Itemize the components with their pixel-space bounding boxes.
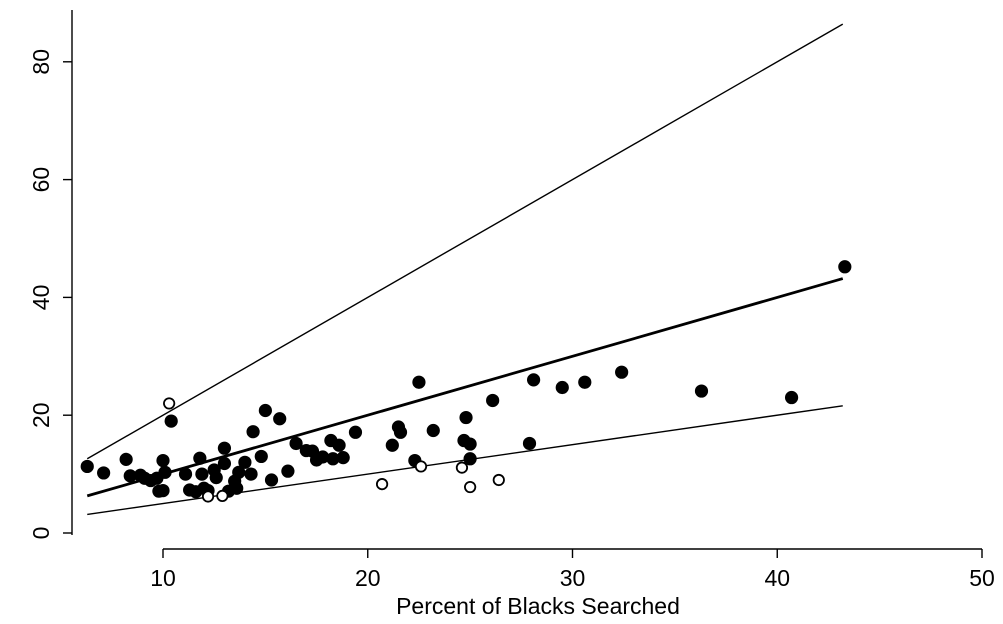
filled-point-30 xyxy=(246,425,260,439)
filled-point-11 xyxy=(158,465,172,479)
filled-point-58 xyxy=(526,373,541,387)
filled-point-35 xyxy=(281,464,295,478)
y-tick-label-80: 80 xyxy=(28,49,54,75)
filled-point-33 xyxy=(264,473,279,487)
filled-point-10 xyxy=(156,453,170,468)
hollow-point-1 xyxy=(201,490,215,503)
filled-point-9 xyxy=(156,483,170,498)
y-tick-label-60: 60 xyxy=(28,167,54,193)
filled-point-32 xyxy=(258,403,272,418)
filled-point-50 xyxy=(412,375,426,389)
filled-point-51 xyxy=(426,423,440,438)
x-tick-label-20: 20 xyxy=(355,565,381,591)
filled-point-26 xyxy=(232,465,246,479)
y-tick-label-20: 20 xyxy=(28,402,54,428)
hollow-point-3 xyxy=(375,478,389,491)
filled-point-27 xyxy=(230,481,244,495)
filled-point-23 xyxy=(217,441,232,455)
filled-point-31 xyxy=(254,449,268,464)
filled-point-62 xyxy=(694,384,709,398)
y-axis: 0 20 40 60 80 xyxy=(28,10,73,539)
filled-point-60 xyxy=(578,375,592,389)
filled-point-16 xyxy=(193,451,207,465)
filled-point-40 xyxy=(316,450,330,464)
filled-point-1 xyxy=(97,466,111,480)
filled-point-54 xyxy=(463,437,477,451)
y-axis-ticks: 0 20 40 60 80 xyxy=(28,49,72,539)
filled-point-13 xyxy=(178,467,193,481)
x-tick-label-30: 30 xyxy=(560,565,586,591)
filled-point-44 xyxy=(336,451,350,465)
filled-point-22 xyxy=(217,456,232,471)
y-tick-label-0: 0 xyxy=(28,527,54,540)
data-points xyxy=(80,260,852,503)
filled-point-21 xyxy=(209,471,223,485)
hollow-point-4 xyxy=(414,460,428,473)
filled-point-3 xyxy=(123,469,137,483)
filled-point-28 xyxy=(238,455,252,469)
filled-point-48 xyxy=(393,425,408,439)
x-tick-label-40: 40 xyxy=(764,565,790,591)
x-tick-label-10: 10 xyxy=(150,565,176,591)
filled-point-34 xyxy=(273,412,287,426)
filled-point-42 xyxy=(326,452,340,466)
filled-point-29 xyxy=(244,467,258,481)
x-axis-title: Percent of Blacks Searched xyxy=(396,593,680,619)
filled-point-12 xyxy=(164,414,178,428)
filled-point-56 xyxy=(486,393,500,408)
filled-point-61 xyxy=(615,365,629,379)
filled-point-63 xyxy=(784,390,799,405)
hollow-point-2 xyxy=(216,489,229,502)
filled-point-64 xyxy=(838,260,852,274)
y-tick-label-40: 40 xyxy=(28,285,54,311)
filled-point-59 xyxy=(555,380,569,395)
hollow-point-5 xyxy=(455,461,469,474)
filled-point-36 xyxy=(289,436,303,451)
reference-line-1 xyxy=(86,23,844,460)
filled-point-0 xyxy=(80,459,94,474)
hollow-point-6 xyxy=(464,480,477,494)
filled-point-17 xyxy=(195,467,209,481)
hollow-point-0 xyxy=(163,397,176,410)
x-tick-label-50: 50 xyxy=(969,565,995,591)
filled-point-46 xyxy=(385,438,399,452)
filled-point-53 xyxy=(459,410,473,425)
x-axis: 10 20 30 40 50 Percent of Blacks Searched xyxy=(150,548,995,619)
hollow-point-7 xyxy=(492,473,505,487)
filled-point-55 xyxy=(463,452,477,466)
x-axis-ticks: 10 20 30 40 50 xyxy=(150,549,995,591)
filled-point-45 xyxy=(348,425,363,439)
reference-line-2 xyxy=(86,277,844,498)
filled-point-2 xyxy=(119,452,133,466)
filled-point-57 xyxy=(522,436,537,451)
filled-point-43 xyxy=(332,438,346,452)
